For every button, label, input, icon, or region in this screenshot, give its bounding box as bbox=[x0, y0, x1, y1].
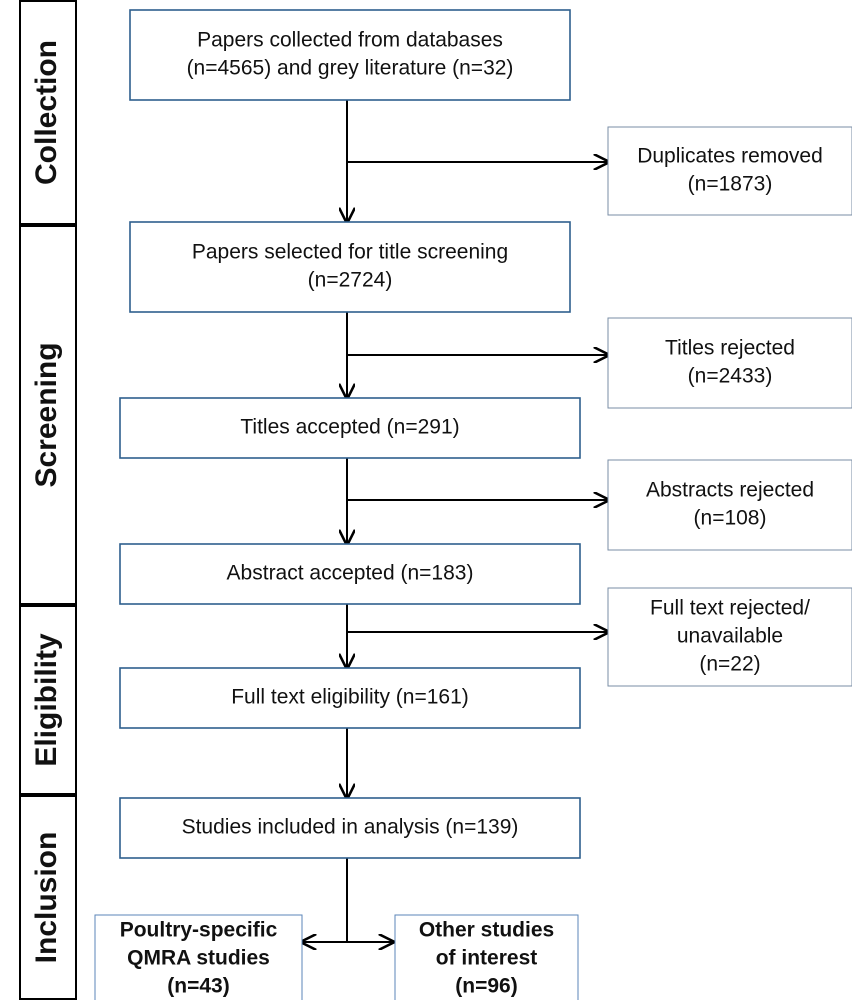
excluded-box-text: unavailable bbox=[677, 625, 783, 648]
outcome-box-text: Poultry-specific bbox=[120, 919, 278, 942]
stage-box bbox=[19, 0, 77, 225]
process-box bbox=[119, 397, 581, 459]
outcome-box-text: QMRA studies bbox=[127, 947, 270, 970]
process-box bbox=[129, 9, 571, 101]
process-box bbox=[129, 221, 571, 313]
excluded-box-text: (n=1873) bbox=[688, 173, 773, 196]
process-box bbox=[119, 543, 581, 605]
outcome-box bbox=[394, 914, 579, 1000]
outcome-box-text: (n=96) bbox=[455, 975, 517, 998]
excluded-box-text: Titles rejected bbox=[665, 337, 795, 360]
process-box-text: Studies included in analysis (n=139) bbox=[182, 816, 519, 839]
process-box bbox=[119, 797, 581, 859]
stage-box bbox=[19, 795, 77, 1000]
outcome-box-text: (n=43) bbox=[167, 975, 229, 998]
process-box bbox=[119, 667, 581, 729]
process-box-text: Abstract accepted (n=183) bbox=[227, 562, 474, 585]
excluded-box-text: Full text rejected/ bbox=[650, 597, 810, 620]
stage-label: Collection bbox=[30, 40, 63, 185]
stage-label: Screening bbox=[30, 342, 63, 487]
process-box-text: Full text eligibility (n=161) bbox=[231, 686, 469, 709]
stage-box bbox=[19, 225, 77, 605]
process-box-text: (n=4565) and grey literature (n=32) bbox=[187, 57, 514, 80]
stage-box bbox=[19, 605, 77, 795]
process-box-text: (n=2724) bbox=[308, 269, 393, 292]
process-box-text: Papers collected from databases bbox=[197, 29, 503, 52]
stage-label: Eligibility bbox=[30, 633, 63, 767]
excluded-box bbox=[607, 126, 852, 216]
excluded-box bbox=[607, 317, 852, 409]
excluded-box-text: Duplicates removed bbox=[637, 145, 823, 168]
process-box-text: Papers selected for title screening bbox=[192, 241, 508, 264]
excluded-box bbox=[607, 587, 852, 687]
excluded-box-text: Abstracts rejected bbox=[646, 479, 814, 502]
outcome-box-text: Other studies bbox=[419, 919, 554, 942]
excluded-box-text: (n=108) bbox=[694, 507, 767, 530]
stage-label: Inclusion bbox=[30, 832, 63, 964]
excluded-box-text: (n=2433) bbox=[688, 365, 773, 388]
process-box-text: Titles accepted (n=291) bbox=[240, 416, 459, 439]
excluded-box bbox=[607, 459, 852, 551]
outcome-box-text: of interest bbox=[436, 947, 538, 970]
outcome-box bbox=[94, 914, 303, 1000]
excluded-box-text: (n=22) bbox=[699, 653, 760, 676]
